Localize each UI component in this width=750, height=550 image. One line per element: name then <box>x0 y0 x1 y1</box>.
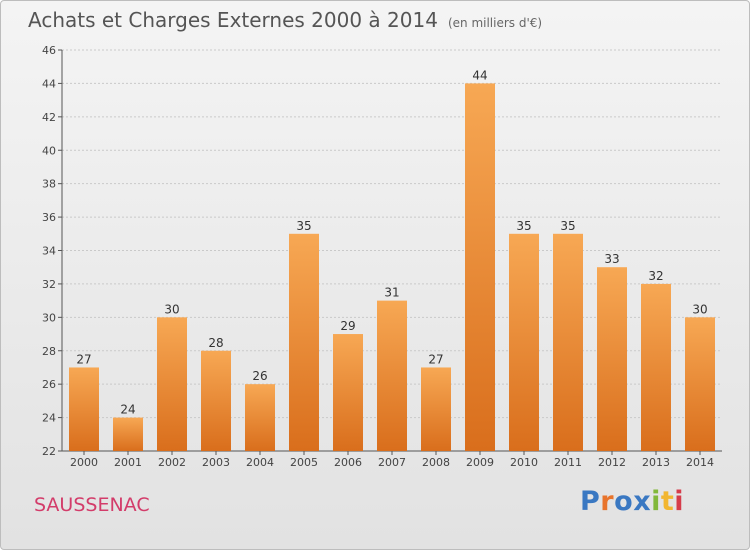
logo-letter: o <box>614 486 634 517</box>
value-label: 30 <box>164 302 179 316</box>
y-tick-label: 42 <box>42 111 56 124</box>
proxiti-logo: Proxiti <box>580 486 684 517</box>
y-tick-label: 36 <box>42 211 56 224</box>
bar <box>289 233 319 451</box>
bar <box>597 267 627 451</box>
y-tick-label: 38 <box>42 178 56 191</box>
chart-title: Achats et Charges Externes 2000 à 2014 (e… <box>28 8 542 32</box>
bar <box>113 417 143 451</box>
x-tick-label: 2013 <box>642 456 670 469</box>
bars <box>69 83 715 452</box>
x-tick-label: 2011 <box>554 456 582 469</box>
y-tick-label: 44 <box>42 77 56 90</box>
bar <box>685 317 715 451</box>
value-label: 35 <box>296 219 311 233</box>
logo-letter: P <box>580 486 601 517</box>
x-tick-label: 2000 <box>70 456 98 469</box>
bar <box>553 233 583 451</box>
chart-subtitle: (en milliers d'€) <box>447 16 543 30</box>
value-label: 35 <box>560 219 575 233</box>
logo-letter: x <box>633 486 652 517</box>
value-label: 31 <box>384 286 399 300</box>
y-tick-label: 40 <box>42 144 56 157</box>
bar <box>377 300 407 451</box>
value-label: 24 <box>120 403 135 417</box>
x-tick-label: 2010 <box>510 456 538 469</box>
y-tick-label: 46 <box>42 44 56 57</box>
logo-letter: t <box>660 486 675 517</box>
bar <box>641 283 671 451</box>
bar <box>245 384 275 451</box>
title-text: Achats et Charges Externes 2000 à 2014 <box>28 8 438 32</box>
value-label: 26 <box>252 369 267 383</box>
bar <box>421 367 451 451</box>
y-tick-label: 30 <box>42 311 56 324</box>
bar <box>157 317 187 451</box>
value-label: 33 <box>604 252 619 266</box>
logo-letter: r <box>600 486 615 517</box>
y-tick-label: 26 <box>42 378 56 391</box>
x-tick-label: 2007 <box>378 456 406 469</box>
bar <box>509 233 539 451</box>
value-label: 32 <box>648 269 663 283</box>
x-tick-label: 2001 <box>114 456 142 469</box>
logo-letter: i <box>651 486 661 517</box>
y-tick-label: 24 <box>42 412 56 425</box>
y-tick-label: 28 <box>42 345 56 358</box>
x-tick-label: 2004 <box>246 456 274 469</box>
commune-name: SAUSSENAC <box>34 494 150 516</box>
x-tick-label: 2003 <box>202 456 230 469</box>
value-label: 28 <box>208 336 223 350</box>
y-tick-label: 32 <box>42 278 56 291</box>
value-label: 29 <box>340 319 355 333</box>
value-label: 35 <box>516 219 531 233</box>
bar <box>333 334 363 451</box>
value-labels: 27 24 30 28 26 35 29 31 27 44 35 35 33 32 30 <box>76 68 707 416</box>
y-tick-label: 34 <box>42 245 56 258</box>
x-tick-label: 2014 <box>686 456 714 469</box>
x-tick-label: 2009 <box>466 456 494 469</box>
bar <box>465 83 495 452</box>
value-label: 44 <box>472 68 487 82</box>
value-label: 27 <box>76 352 91 366</box>
x-tick-label: 2008 <box>422 456 450 469</box>
value-label: 27 <box>428 352 443 366</box>
value-label: 30 <box>692 302 707 316</box>
logo-letter: i <box>674 486 685 517</box>
x-tick-label: 2005 <box>290 456 318 469</box>
x-tick-label: 2006 <box>334 456 362 469</box>
y-tick-label: 22 <box>42 445 56 458</box>
x-tick-label: 2012 <box>598 456 626 469</box>
x-tick-label: 2002 <box>158 456 186 469</box>
bar <box>69 367 99 451</box>
bar <box>201 350 231 451</box>
